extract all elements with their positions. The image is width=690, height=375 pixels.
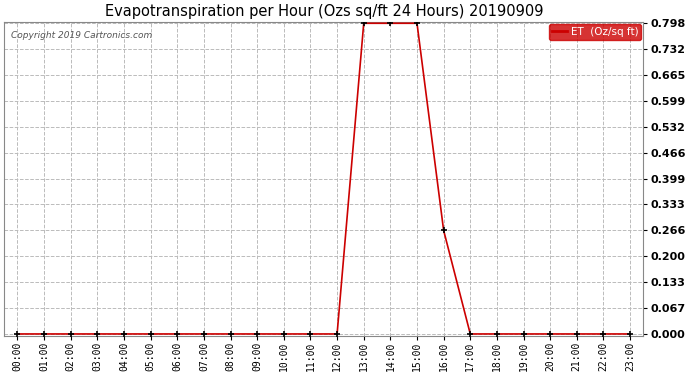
- Title: Evapotranspiration per Hour (Ozs sq/ft 24 Hours) 20190909: Evapotranspiration per Hour (Ozs sq/ft 2…: [104, 4, 543, 19]
- Legend: ET  (Oz/sq ft): ET (Oz/sq ft): [549, 24, 641, 40]
- Text: Copyright 2019 Cartronics.com: Copyright 2019 Cartronics.com: [10, 31, 152, 40]
